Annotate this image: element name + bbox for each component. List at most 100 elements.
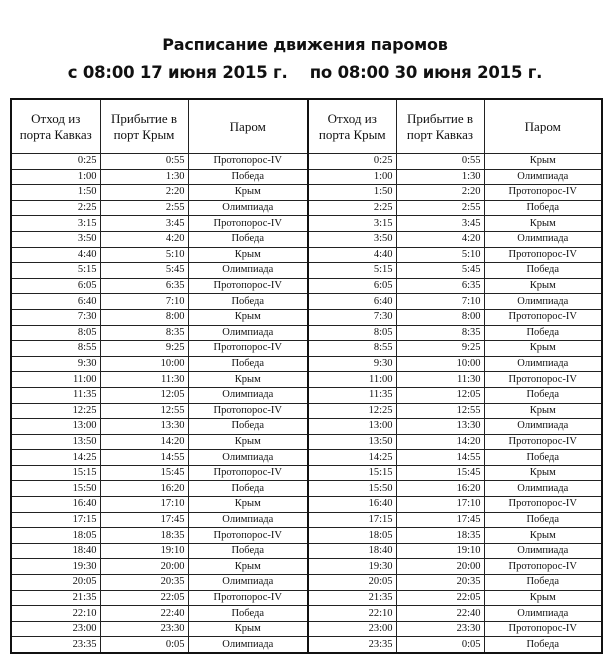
cell-departure-krym: 1:00 bbox=[307, 168, 397, 186]
table-row: 1:00 1:30 Победа 1:00 1:30 Олимпиада bbox=[10, 168, 603, 186]
cell-departure-krym: 13:00 bbox=[307, 418, 397, 435]
table-row: 12:25 12:55 Протопорос-IV 12:25 12:55 Крым bbox=[10, 402, 603, 420]
table-row: 0:25 0:55 Протопорос-IV 0:25 0:55 Крым bbox=[10, 153, 603, 170]
table-row: 4:40 5:10 Крым 4:40 5:10 Протопорос-IV bbox=[10, 246, 603, 264]
cell-departure-krym: 12:25 bbox=[307, 402, 397, 420]
cell-ferry-return: Олимпиада bbox=[483, 355, 603, 373]
cell-departure-krym: 14:25 bbox=[307, 449, 397, 466]
cell-departure-krym: 19:30 bbox=[307, 558, 397, 576]
cell-arrival-krym: 18:35 bbox=[99, 527, 189, 544]
cell-ferry-return: Олимпиада bbox=[483, 480, 603, 498]
table-row: 13:00 13:30 Победа 13:00 13:30 Олимпиада bbox=[10, 418, 603, 435]
cell-arrival-krym: 3:45 bbox=[99, 215, 189, 232]
cell-departure-krym: 4:40 bbox=[307, 246, 397, 264]
cell-ferry-return: Победа bbox=[483, 511, 603, 529]
cell-departure-krym: 9:30 bbox=[307, 355, 397, 373]
cell-departure-krym: 6:40 bbox=[307, 293, 397, 310]
cell-ferry-return: Крым bbox=[483, 277, 603, 295]
cell-ferry: Победа bbox=[187, 168, 309, 186]
cell-departure-krym: 3:50 bbox=[307, 230, 397, 248]
cell-ferry-return: Протопорос-IV bbox=[483, 308, 603, 326]
cell-ferry-return: Крым bbox=[483, 589, 603, 607]
cell-departure-krym: 18:40 bbox=[307, 542, 397, 560]
cell-departure-kavkaz: 1:00 bbox=[10, 168, 101, 186]
cell-departure-kavkaz: 23:35 bbox=[10, 636, 101, 654]
table-row: 17:15 17:45 Олимпиада 17:15 17:45 Победа bbox=[10, 511, 603, 529]
cell-arrival-krym: 0:55 bbox=[99, 153, 189, 170]
table-row: 8:55 9:25 Протопорос-IV 8:55 9:25 Крым bbox=[10, 340, 603, 357]
cell-ferry-return: Крым bbox=[483, 340, 603, 357]
cell-arrival-krym: 9:25 bbox=[99, 340, 189, 357]
table-row: 23:00 23:30 Крым 23:00 23:30 Протопорос-IV bbox=[10, 620, 603, 638]
cell-departure-krym: 15:50 bbox=[307, 480, 397, 498]
cell-arrival-krym: 13:30 bbox=[99, 418, 189, 435]
cell-ferry-return: Протопорос-IV bbox=[483, 620, 603, 638]
cell-departure-krym: 20:05 bbox=[307, 574, 397, 591]
cell-ferry: Крым bbox=[187, 184, 309, 201]
cell-ferry-return: Крым bbox=[483, 153, 603, 170]
cell-ferry: Протопорос-IV bbox=[187, 215, 309, 232]
cell-departure-krym: 0:25 bbox=[307, 153, 397, 170]
cell-departure-kavkaz: 18:05 bbox=[10, 527, 101, 544]
cell-departure-kavkaz: 13:00 bbox=[10, 418, 101, 435]
table-row: 9:30 10:00 Победа 9:30 10:00 Олимпиада bbox=[10, 355, 603, 373]
cell-departure-kavkaz: 2:25 bbox=[10, 199, 101, 217]
cell-ferry: Крым bbox=[187, 308, 309, 326]
table-row: 18:05 18:35 Протопорос-IV 18:05 18:35 Крым bbox=[10, 527, 603, 544]
ferry-schedule-table: Отход из порта Кавказ Прибытие в порт Кр… bbox=[10, 98, 603, 654]
cell-ferry-return: Победа bbox=[483, 574, 603, 591]
cell-arrival-kavkaz: 14:55 bbox=[395, 449, 485, 466]
cell-ferry-return: Протопорос-IV bbox=[483, 371, 603, 388]
cell-arrival-kavkaz: 17:45 bbox=[395, 511, 485, 529]
cell-arrival-krym: 11:30 bbox=[99, 371, 189, 388]
cell-ferry: Протопорос-IV bbox=[187, 402, 309, 420]
cell-departure-krym: 3:15 bbox=[307, 215, 397, 232]
cell-ferry: Крым bbox=[187, 246, 309, 264]
cell-departure-kavkaz: 23:00 bbox=[10, 620, 101, 638]
cell-arrival-krym: 17:45 bbox=[99, 511, 189, 529]
cell-ferry: Протопорос-IV bbox=[187, 527, 309, 544]
cell-departure-kavkaz: 6:40 bbox=[10, 293, 101, 310]
cell-arrival-kavkaz: 10:00 bbox=[395, 355, 485, 373]
header-arrival-kavkaz: Прибытие в порт Кавказ bbox=[395, 98, 485, 154]
header-arrival-krym: Прибытие в порт Крым bbox=[99, 98, 189, 154]
cell-departure-krym: 8:55 bbox=[307, 340, 397, 357]
cell-ferry-return: Олимпиада bbox=[483, 605, 603, 622]
cell-arrival-krym: 5:10 bbox=[99, 246, 189, 264]
cell-arrival-krym: 14:55 bbox=[99, 449, 189, 466]
cell-ferry-return: Крым bbox=[483, 215, 603, 232]
table-row: 18:40 19:10 Победа 18:40 19:10 Олимпиада bbox=[10, 542, 603, 560]
header-ferry: Паром bbox=[187, 98, 309, 154]
cell-arrival-krym: 7:10 bbox=[99, 293, 189, 310]
cell-departure-kavkaz: 6:05 bbox=[10, 277, 101, 295]
cell-arrival-krym: 15:45 bbox=[99, 464, 189, 482]
table-row: 7:30 8:00 Крым 7:30 8:00 Протопорос-IV bbox=[10, 308, 603, 326]
cell-ferry: Крым bbox=[187, 558, 309, 576]
cell-departure-krym: 22:10 bbox=[307, 605, 397, 622]
table-row: 6:05 6:35 Протопорос-IV 6:05 6:35 Крым bbox=[10, 277, 603, 295]
cell-ferry: Олимпиада bbox=[187, 574, 309, 591]
table-row: 11:00 11:30 Крым 11:00 11:30 Протопорос-IV bbox=[10, 371, 603, 388]
cell-ferry-return: Протопорос-IV bbox=[483, 246, 603, 264]
cell-arrival-krym: 5:45 bbox=[99, 262, 189, 279]
table-row: 22:10 22:40 Победа 22:10 22:40 Олимпиада bbox=[10, 605, 603, 622]
cell-arrival-kavkaz: 22:40 bbox=[395, 605, 485, 622]
cell-arrival-kavkaz: 0:05 bbox=[395, 636, 485, 654]
cell-ferry: Победа bbox=[187, 605, 309, 622]
cell-ferry: Олимпиада bbox=[187, 262, 309, 279]
cell-arrival-kavkaz: 12:05 bbox=[395, 386, 485, 404]
cell-departure-kavkaz: 15:50 bbox=[10, 480, 101, 498]
cell-arrival-krym: 20:00 bbox=[99, 558, 189, 576]
cell-ferry: Олимпиада bbox=[187, 199, 309, 217]
cell-arrival-kavkaz: 19:10 bbox=[395, 542, 485, 560]
cell-departure-krym: 18:05 bbox=[307, 527, 397, 544]
cell-ferry-return: Победа bbox=[483, 262, 603, 279]
cell-ferry: Крым bbox=[187, 371, 309, 388]
table-row: 6:40 7:10 Победа 6:40 7:10 Олимпиада bbox=[10, 293, 603, 310]
table-row: 23:35 0:05 Олимпиада 23:35 0:05 Победа bbox=[10, 636, 603, 654]
cell-arrival-kavkaz: 16:20 bbox=[395, 480, 485, 498]
cell-arrival-krym: 10:00 bbox=[99, 355, 189, 373]
cell-departure-krym: 11:00 bbox=[307, 371, 397, 388]
cell-departure-kavkaz: 16:40 bbox=[10, 496, 101, 513]
cell-ferry-return: Олимпиада bbox=[483, 418, 603, 435]
